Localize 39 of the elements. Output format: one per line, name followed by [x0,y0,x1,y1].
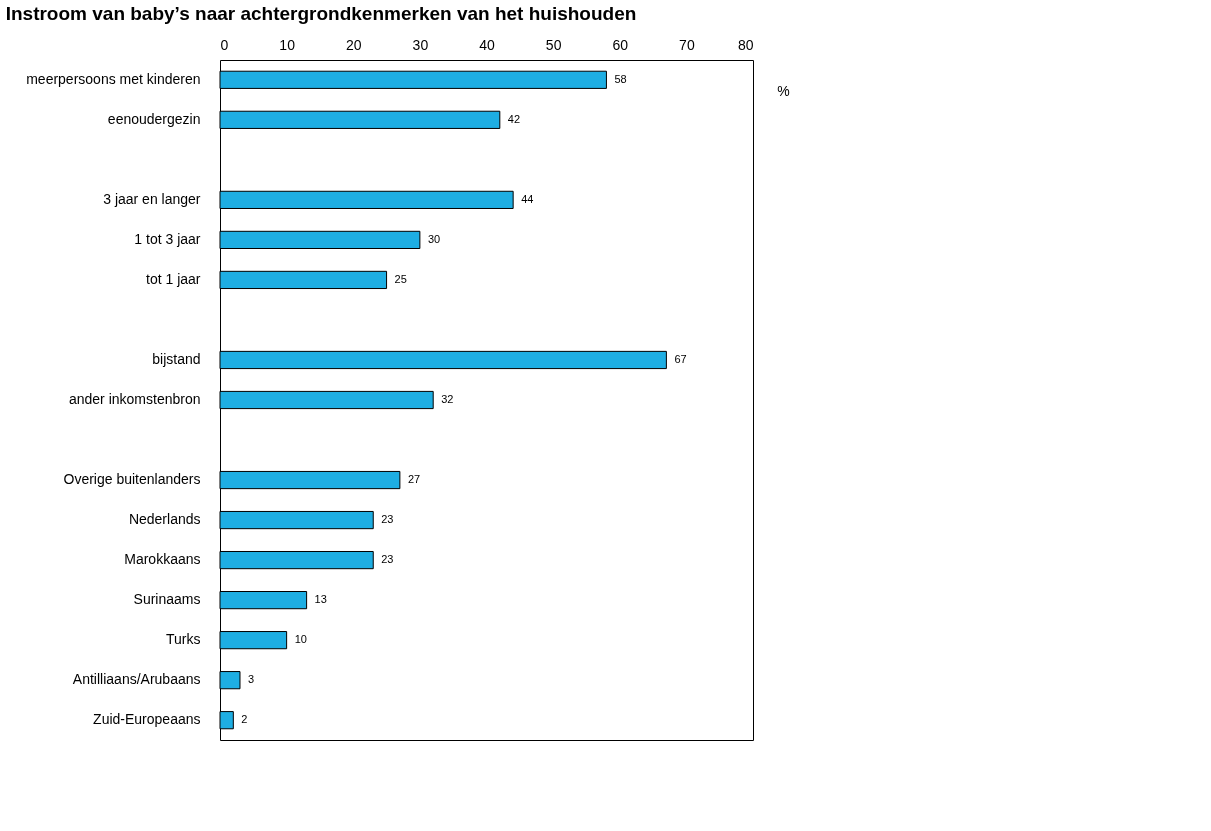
data-label: 42 [507,112,521,125]
data-label: 23 [381,513,394,526]
x-tick-label: 70 [679,36,695,53]
data-label: 30 [427,232,441,245]
y-tick-label: bijstand [152,350,201,367]
x-tick-label: 80 [737,36,754,53]
data-label: 10 [294,633,307,646]
x-axis-title: % [777,82,790,99]
y-tick-label: Surinaams [133,591,201,608]
y-tick-label: Nederlands [128,511,201,528]
data-label: 27 [407,473,421,486]
data-label: 3 [247,673,255,686]
y-tick-label: Zuid-Europeaans [93,711,201,728]
y-tick-label: meerpersoons met kinderen [26,70,201,87]
y-tick-label: Antilliaans/Arubaans [72,671,201,688]
y-tick-label: eenoudergezin [107,110,201,127]
data-label: 32 [441,393,454,405]
chart-title: Instroom van baby’s naar achtergrondkenmerken van het huishouden [5,3,637,24]
x-tick-label: 20 [345,36,362,53]
y-tick-label: Marokkaans [124,551,201,568]
x-tick-label: 30 [412,36,429,53]
data-label: 67 [674,352,687,365]
x-tick-label: 0 [220,36,229,53]
y-tick-label: Overige buitenlanders [63,471,201,488]
data-label: 25 [394,272,407,285]
y-tick-label: 1 tot 3 jaar [134,230,201,247]
data-label: 23 [381,553,394,566]
y-tick-label: tot 1 jaar [146,270,201,287]
x-tick-label: 40 [479,36,495,53]
y-tick-label: ander inkomstenbron [68,391,201,407]
x-tick-label: 10 [279,36,296,53]
y-tick-label: Turks [166,631,201,648]
x-tick-label: 60 [612,36,629,53]
data-label: 58 [614,72,627,85]
data-label: 44 [521,192,534,205]
data-label: 2 [241,713,248,726]
y-tick-label: 3 jaar en langer [103,190,201,207]
data-label: 13 [314,593,327,606]
x-tick-label: 50 [545,36,562,53]
